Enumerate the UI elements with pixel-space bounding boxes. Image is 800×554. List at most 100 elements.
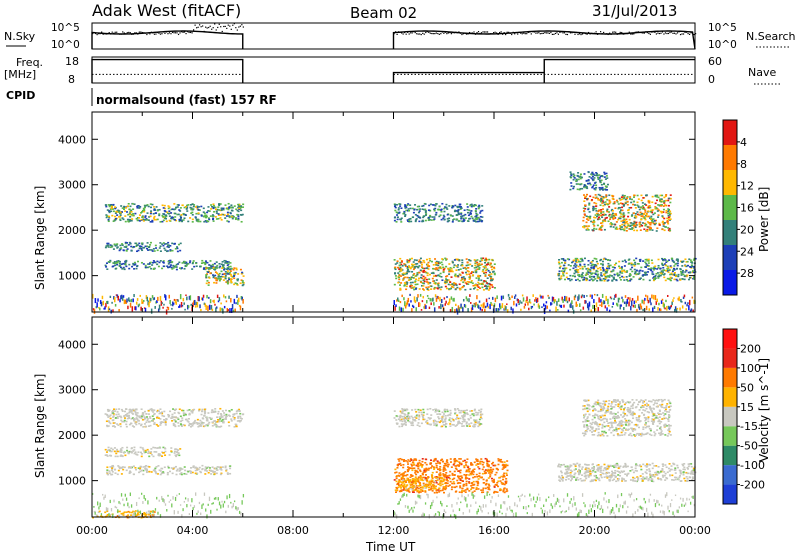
power-point	[168, 294, 171, 299]
power-point	[632, 212, 635, 215]
velocity-point	[118, 466, 121, 468]
power-point	[645, 194, 648, 196]
power-point	[572, 185, 575, 188]
power-point	[235, 217, 238, 219]
velocity-point	[109, 454, 112, 457]
velocity-point	[425, 469, 428, 472]
power-point	[205, 214, 208, 217]
power-point	[136, 217, 139, 219]
velocity-point	[133, 426, 136, 428]
power-point	[574, 294, 577, 298]
power-point	[419, 269, 422, 272]
power-point	[414, 204, 417, 206]
velocity-point	[409, 460, 412, 463]
noise-point	[642, 32, 644, 34]
colorbar-tick-label: 28	[740, 267, 754, 280]
power-point	[485, 263, 488, 266]
power-point	[474, 209, 477, 212]
velocity-point	[151, 418, 154, 420]
velocity-point	[126, 516, 129, 519]
velocity-point	[138, 422, 141, 425]
power-point	[666, 270, 669, 272]
power-point	[112, 265, 115, 267]
power-point	[108, 210, 111, 212]
noise-point	[630, 33, 632, 35]
power-point	[411, 281, 414, 284]
velocity-point	[111, 448, 114, 451]
power-point	[226, 220, 229, 222]
power-point	[587, 271, 590, 274]
velocity-point	[174, 425, 177, 428]
noise-point	[459, 32, 462, 34]
velocity-point	[188, 470, 191, 472]
power-point	[398, 264, 401, 267]
power-point	[404, 304, 407, 309]
velocity-point	[153, 511, 156, 513]
velocity-point	[109, 417, 112, 420]
velocity-point	[134, 510, 137, 512]
velocity-point	[469, 472, 472, 475]
power-point	[646, 295, 649, 301]
noise-point	[547, 32, 549, 34]
velocity-point	[169, 470, 172, 473]
power-point	[424, 276, 427, 279]
power-point	[584, 197, 587, 200]
velocity-point	[133, 410, 136, 412]
power-point	[525, 300, 527, 303]
power-point	[662, 266, 665, 269]
velocity-point	[241, 413, 244, 416]
velocity-point	[128, 417, 131, 420]
power-point	[170, 266, 173, 269]
velocity-point	[192, 422, 195, 424]
power-point	[607, 298, 609, 305]
power-point	[404, 265, 407, 268]
power-point	[116, 246, 119, 248]
noise-point	[471, 32, 474, 34]
velocity-point	[123, 415, 126, 418]
power-point	[130, 249, 133, 252]
velocity-point	[146, 418, 149, 420]
power-point	[621, 228, 624, 231]
power-point	[680, 272, 683, 275]
power-point	[220, 209, 223, 211]
power-point	[404, 214, 407, 216]
power-point	[218, 279, 221, 282]
power-point	[651, 262, 654, 264]
power-point	[557, 261, 560, 264]
velocity-point	[144, 465, 147, 468]
velocity-point	[224, 409, 227, 412]
noise-point	[236, 29, 238, 31]
power-point	[669, 279, 672, 282]
power-point	[662, 264, 665, 267]
noise-point	[684, 31, 686, 33]
velocity-point	[183, 472, 186, 475]
power-point	[593, 299, 595, 304]
velocity-point	[219, 468, 222, 470]
power-point	[420, 281, 423, 284]
power-point	[596, 294, 599, 297]
power-point	[205, 215, 208, 218]
power-point	[659, 200, 662, 203]
power-point	[620, 213, 623, 215]
power-point	[177, 243, 180, 246]
power-point	[589, 294, 592, 298]
velocity-point	[177, 425, 180, 427]
power-point	[486, 268, 489, 271]
velocity-point	[203, 425, 206, 427]
velocity-point	[489, 466, 492, 469]
power-point	[646, 228, 649, 231]
power-point	[168, 219, 171, 222]
power-point	[634, 212, 637, 215]
power-point	[116, 243, 119, 245]
power-point	[418, 216, 421, 219]
velocity-point	[476, 475, 479, 478]
noise-point	[122, 31, 124, 33]
velocity-point	[203, 410, 206, 412]
velocity-point	[112, 422, 115, 424]
power-point	[634, 207, 637, 209]
noise-point	[553, 33, 555, 35]
power-point	[460, 207, 463, 209]
power-point	[144, 219, 147, 221]
power-point	[614, 294, 616, 298]
power-point	[579, 175, 582, 178]
